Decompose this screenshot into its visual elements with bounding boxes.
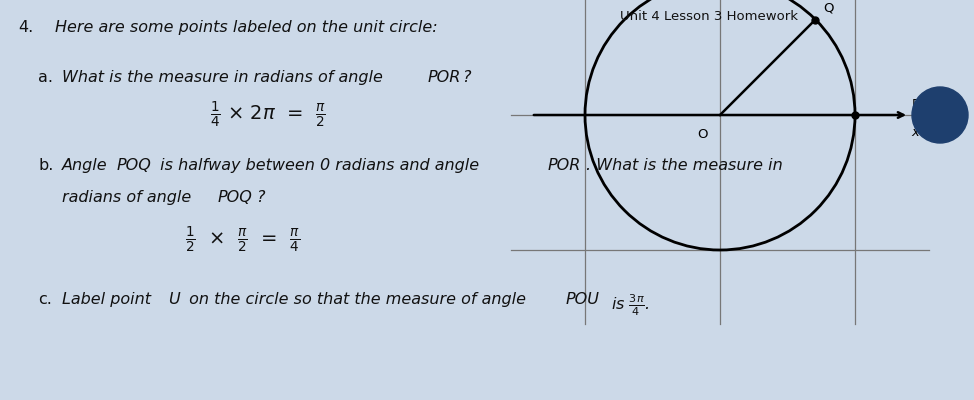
Text: POQ: POQ (117, 158, 152, 173)
Text: is $\frac{3\pi}{4}$.: is $\frac{3\pi}{4}$. (606, 292, 650, 318)
Text: ?: ? (256, 190, 265, 205)
Text: POQ: POQ (218, 190, 253, 205)
Text: Angle: Angle (62, 158, 113, 173)
Text: POU: POU (566, 292, 600, 307)
Text: POR: POR (548, 158, 581, 173)
Text: What is the measure in radians of angle: What is the measure in radians of angle (62, 70, 388, 85)
Text: a.: a. (38, 70, 53, 85)
Text: POR: POR (428, 70, 462, 85)
Text: U: U (168, 292, 180, 307)
Text: $\frac{1}{2}$  $\times$  $\frac{\pi}{2}$  =  $\frac{\pi}{4}$: $\frac{1}{2}$ $\times$ $\frac{\pi}{2}$ =… (185, 225, 300, 255)
Text: $\frac{1}{4}$ $\times$ $2\pi$  =  $\frac{\pi}{2}$: $\frac{1}{4}$ $\times$ $2\pi$ = $\frac{\… (210, 100, 326, 130)
Text: ?: ? (462, 70, 470, 85)
Text: b.: b. (38, 158, 54, 173)
Text: c.: c. (38, 292, 52, 307)
Text: O: O (697, 128, 708, 142)
Circle shape (912, 87, 968, 143)
Text: Q: Q (823, 2, 834, 14)
Text: radians of angle: radians of angle (62, 190, 197, 205)
Text: x: x (912, 126, 919, 140)
Text: on the circle so that the measure of angle: on the circle so that the measure of ang… (184, 292, 531, 307)
Text: P: P (912, 98, 919, 112)
Text: . What is the measure in: . What is the measure in (586, 158, 783, 173)
Text: Here are some points labeled on the unit circle:: Here are some points labeled on the unit… (55, 20, 437, 35)
Text: Unit 4 Lesson 3 Homework: Unit 4 Lesson 3 Homework (620, 10, 798, 23)
Text: Label point: Label point (62, 292, 156, 307)
Text: 4.: 4. (18, 20, 33, 35)
Text: is halfway between 0 radians and angle: is halfway between 0 radians and angle (155, 158, 484, 173)
